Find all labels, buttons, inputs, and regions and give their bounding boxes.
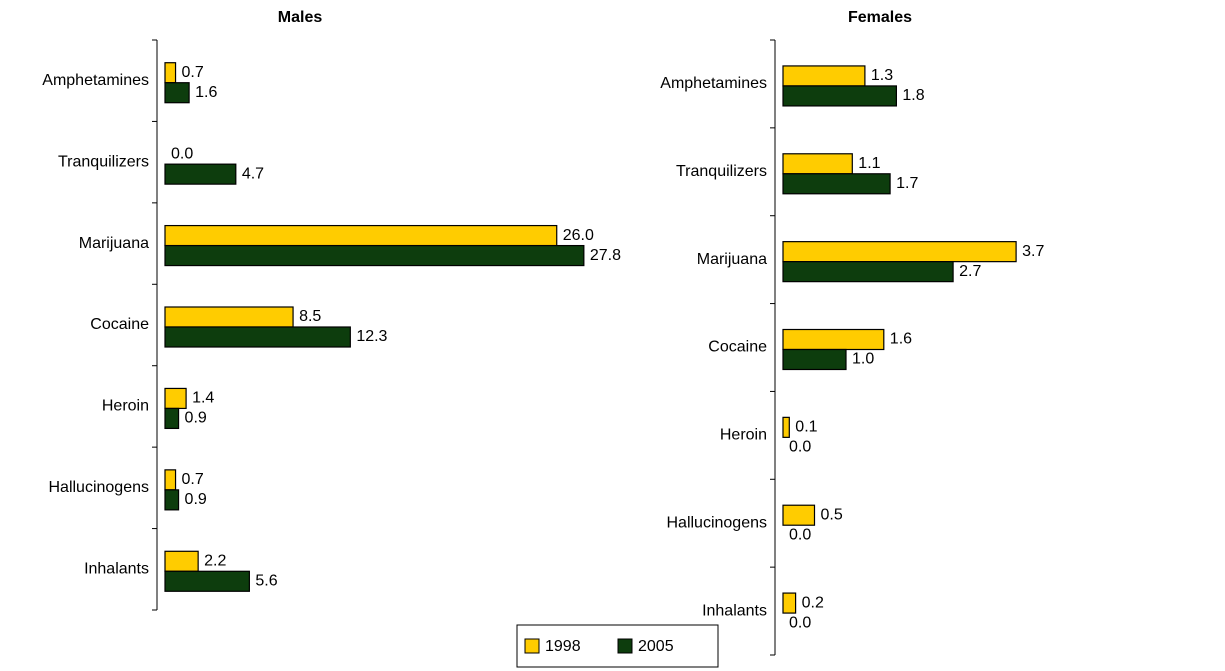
value-label: 1.6 — [890, 331, 912, 348]
value-label: 2.7 — [959, 263, 981, 280]
value-label: 0.9 — [185, 491, 207, 508]
bar — [164, 244, 585, 267]
value-label: 0.1 — [795, 419, 817, 436]
value-label: 0.7 — [182, 471, 204, 488]
y-tick-label: Inhalants — [702, 602, 767, 619]
value-label: 0.0 — [171, 145, 193, 162]
bar — [164, 82, 190, 104]
bar — [164, 326, 351, 348]
value-label: 1.0 — [852, 351, 874, 368]
bar — [782, 504, 816, 526]
value-label: 27.8 — [590, 247, 621, 264]
bar — [164, 62, 177, 84]
value-label: 8.5 — [299, 308, 321, 325]
value-label: 0.0 — [789, 526, 811, 543]
value-label: 1.3 — [871, 67, 893, 84]
y-tick-label: Heroin — [102, 398, 149, 415]
value-label: 1.7 — [896, 175, 918, 192]
chart-title: Females — [848, 9, 912, 26]
bar — [164, 550, 199, 572]
value-label: 1.4 — [192, 390, 214, 407]
value-label: 1.1 — [858, 155, 880, 172]
y-tick-label: Cocaine — [708, 339, 767, 356]
bar — [782, 173, 891, 195]
bar — [164, 163, 237, 185]
bar — [164, 489, 180, 511]
y-tick-label: Hallucinogens — [48, 479, 149, 496]
value-label: 0.7 — [182, 64, 204, 81]
value-label: 1.8 — [902, 87, 924, 104]
bar — [164, 306, 294, 328]
bar — [782, 328, 885, 351]
value-label: 0.2 — [802, 594, 824, 611]
value-label: 0.5 — [821, 506, 843, 523]
bar — [164, 387, 187, 410]
y-tick-label: Tranquilizers — [676, 163, 767, 180]
value-label: 12.3 — [356, 328, 387, 345]
bar — [782, 348, 847, 371]
value-label: 0.0 — [789, 439, 811, 456]
value-label: 26.0 — [563, 227, 594, 244]
value-label: 3.7 — [1022, 243, 1044, 260]
value-label: 4.7 — [242, 165, 264, 182]
bar — [782, 153, 853, 175]
y-tick-label: Cocaine — [90, 316, 149, 333]
y-tick-label: Marijuana — [697, 251, 767, 268]
bar — [164, 407, 180, 430]
bar — [164, 224, 558, 247]
bar — [782, 416, 790, 438]
y-tick-label: Heroin — [720, 427, 767, 444]
legend-label: 1998 — [545, 638, 581, 655]
value-label: 1.6 — [195, 84, 217, 101]
y-tick-label: Hallucinogens — [666, 514, 767, 531]
bar — [164, 570, 250, 592]
bar — [782, 85, 898, 107]
legend-swatch — [524, 638, 540, 654]
y-tick-label: Amphetamines — [42, 72, 149, 89]
value-label: 0.0 — [789, 614, 811, 631]
bar — [782, 241, 1017, 263]
y-tick-label: Marijuana — [79, 235, 149, 252]
y-tick-label: Tranquilizers — [58, 153, 149, 170]
value-label: 5.6 — [255, 573, 277, 590]
y-tick-label: Amphetamines — [660, 75, 767, 92]
legend-label: 2005 — [638, 638, 674, 655]
legend-swatch — [617, 638, 633, 654]
bar — [782, 65, 866, 87]
value-label: 0.9 — [185, 410, 207, 427]
bar — [782, 261, 954, 283]
value-label: 2.2 — [204, 553, 226, 570]
y-tick-label: Inhalants — [84, 561, 149, 578]
bar — [164, 469, 177, 491]
bar — [782, 592, 797, 614]
chart-title: Males — [278, 9, 323, 26]
